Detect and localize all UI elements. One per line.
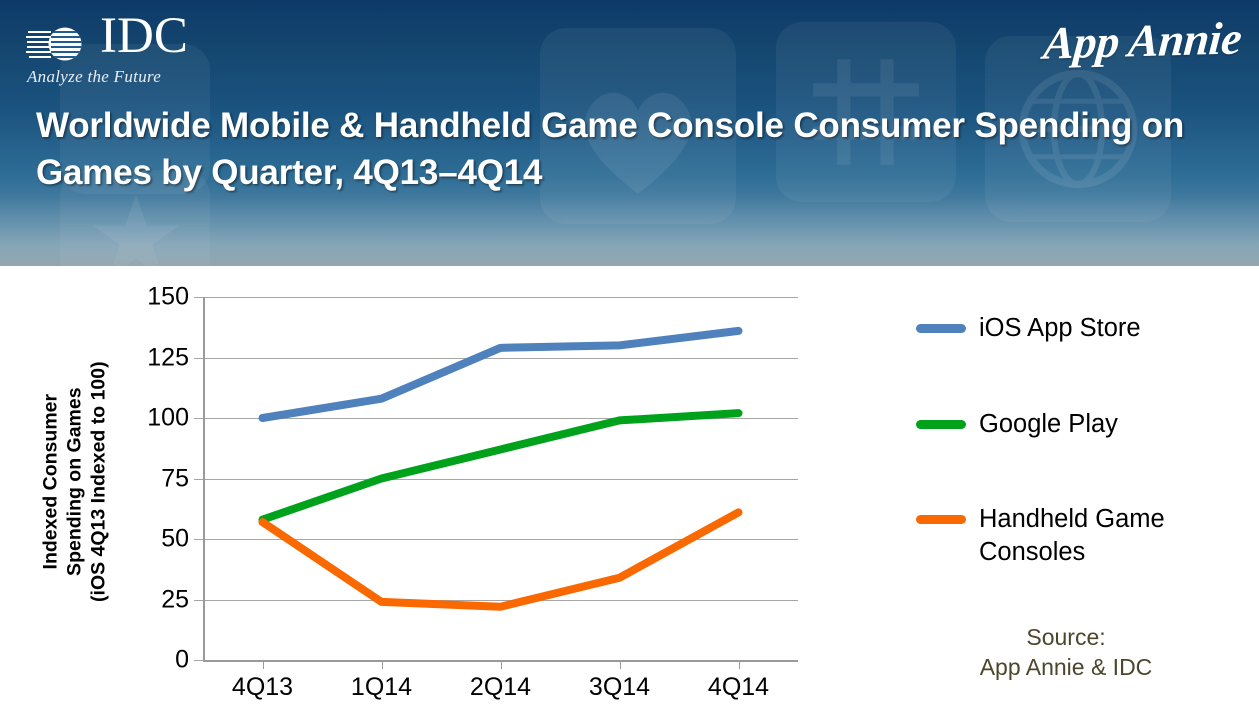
source-value: App Annie & IDC [979, 653, 1153, 680]
y-axis-tick-label: 150 [147, 282, 189, 311]
x-axis-tick-label: 1Q14 [350, 673, 413, 701]
legend-color-swatch [916, 515, 966, 525]
header-banner: IDC Analyze the Future App Annie Worldwi… [0, 0, 1259, 266]
series-line [258, 409, 743, 524]
x-axis-tick [262, 660, 264, 669]
gridline [203, 539, 798, 540]
page-title: Worldwide Mobile & Handheld Game Console… [36, 106, 1185, 192]
gridline [203, 478, 798, 480]
y-axis-tick-label: 100 [147, 403, 189, 432]
series-line [258, 326, 743, 422]
y-axis-line [203, 297, 205, 660]
gridline [203, 418, 798, 419]
y-axis-tick-label: 50 [161, 524, 189, 553]
legend-item[interactable]: iOS App Store [916, 312, 1246, 345]
legend-color-swatch [916, 324, 966, 333]
y-axis-tick [194, 599, 203, 601]
source-note: Source: App Annie & IDC [916, 623, 1216, 683]
y-axis-title-line3: (iOS 4Q13 Indexed to 100) [86, 361, 109, 602]
source-label: Source: [1026, 624, 1106, 650]
x-axis-tick-label: 2Q14 [469, 673, 532, 701]
idc-tagline: Analyze the Future [27, 67, 162, 86]
x-axis-tick-label: 4Q13 [231, 673, 294, 701]
legend-color-swatch [916, 419, 966, 429]
x-axis-tick [381, 660, 383, 669]
y-axis-tick [194, 418, 203, 419]
y-axis-tick [194, 478, 203, 480]
x-axis-tick-label: 3Q14 [588, 673, 651, 701]
legend-label: Handheld Game Consoles [979, 505, 1165, 566]
chart-container: Indexed Consumer Spending on Games (iOS … [0, 266, 1259, 726]
y-axis-title-line2: Spending on Games [63, 387, 86, 576]
watermark-heart-glyph [584, 92, 692, 194]
watermark-globe-glyph [1018, 69, 1138, 189]
x-axis-tick [500, 660, 502, 669]
app-annie-logo: App Annie [1041, 12, 1244, 69]
watermark-keypad-glyph [813, 59, 919, 165]
y-axis-tick-label: 75 [161, 464, 189, 492]
chart-legend: iOS App Store Google Play Handheld Game Co… [916, 312, 1246, 632]
legend-item[interactable]: Handheld Game Consoles [916, 503, 1246, 568]
watermark-icon-square-1 [60, 44, 210, 194]
watermark-star-icon [60, 170, 210, 266]
gridline [203, 357, 798, 359]
watermark-star-glyph [92, 194, 180, 266]
y-axis-tick [194, 357, 203, 359]
y-axis-tick-label: 0 [175, 645, 189, 674]
y-axis-tick-label: 25 [161, 585, 189, 613]
x-axis-tick-label: 4Q14 [707, 673, 770, 701]
y-axis-tick [194, 539, 203, 540]
y-axis-tick-label: 125 [147, 343, 189, 371]
x-axis-tick [619, 660, 621, 669]
series-lines [258, 326, 743, 611]
y-axis-title: Indexed Consumer Spending on Games (iOS … [39, 287, 110, 677]
x-axis-tick [738, 660, 740, 669]
idc-wordmark: IDC [100, 8, 188, 64]
plot-area: 0 25 50 75 100 125 150 4Q13 1Q14 2Q14 3Q14 4Q14 [147, 283, 798, 701]
legend-label: iOS App Store [979, 314, 1141, 342]
idc-globe-mark-icon [26, 27, 82, 61]
watermark-globe-icon [985, 36, 1171, 222]
legend-item[interactable]: Google Play [916, 408, 1246, 441]
legend-label: Google Play [979, 409, 1118, 438]
y-axis-tick [194, 660, 203, 661]
gridline [203, 297, 798, 298]
y-axis-tick [194, 297, 203, 298]
watermark-keypad-icon [776, 22, 956, 202]
watermark-heart-icon [540, 28, 736, 224]
series-line [258, 508, 743, 611]
y-axis-title-line1: Indexed Consumer [39, 393, 62, 570]
idc-logo: IDC Analyze the Future [26, 11, 206, 92]
gridline [203, 599, 798, 601]
